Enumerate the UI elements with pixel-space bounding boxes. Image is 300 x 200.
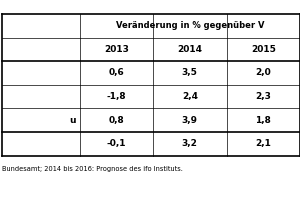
Text: 2,0: 2,0 <box>255 68 271 77</box>
Text: 2014: 2014 <box>177 45 202 54</box>
Text: Veränderung in % gegenüber V: Veränderung in % gegenüber V <box>116 21 264 30</box>
Text: 1,8: 1,8 <box>255 116 271 125</box>
Text: 2,1: 2,1 <box>255 139 271 148</box>
Text: 2015: 2015 <box>251 45 276 54</box>
Text: -1,8: -1,8 <box>106 92 126 101</box>
Text: -0,1: -0,1 <box>106 139 126 148</box>
Text: 2013: 2013 <box>104 45 129 54</box>
Text: 3,5: 3,5 <box>182 68 198 77</box>
Text: 3,9: 3,9 <box>182 116 198 125</box>
Text: 0,6: 0,6 <box>108 68 124 77</box>
Text: 0,8: 0,8 <box>108 116 124 125</box>
Text: 2,3: 2,3 <box>255 92 271 101</box>
Text: u: u <box>69 116 76 125</box>
Text: 3,2: 3,2 <box>182 139 198 148</box>
Text: Bundesamt; 2014 bis 2016: Prognose des ifo Instituts.: Bundesamt; 2014 bis 2016: Prognose des i… <box>2 166 182 172</box>
Text: 2,4: 2,4 <box>182 92 198 101</box>
